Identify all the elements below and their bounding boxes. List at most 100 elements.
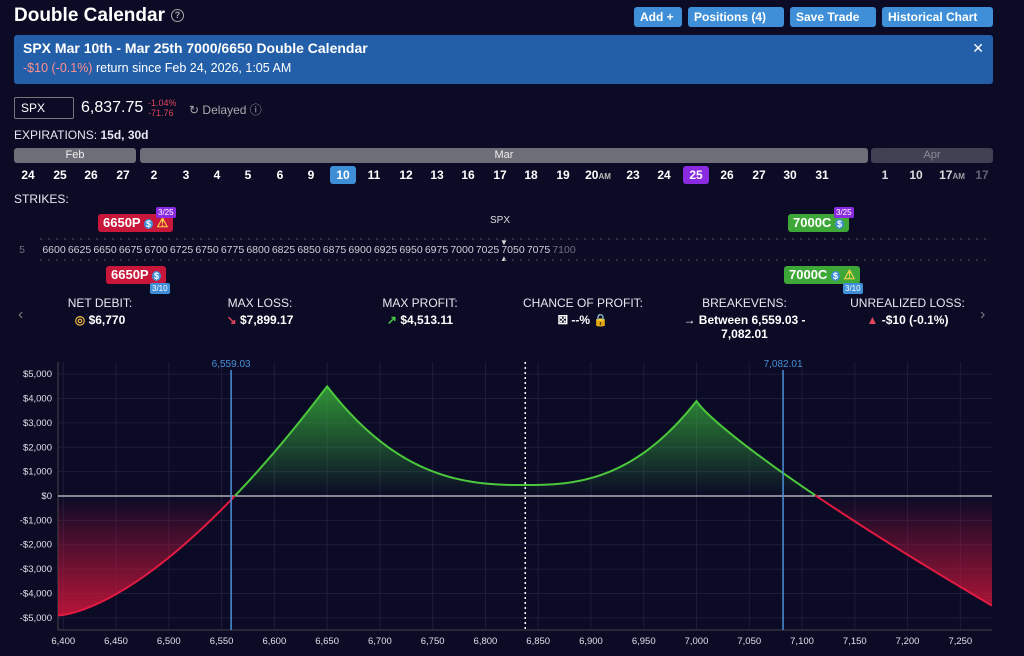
day-29[interactable]: 17	[975, 168, 989, 182]
y-tick-label: $4,000	[23, 394, 52, 405]
strike-ruler[interactable]: 5 6600 6625 6650 6675 6700 6725 6750 6775 6800 682…	[0, 232, 1000, 262]
net-debit-label: NET DEBIT:	[67, 296, 133, 310]
strike-tick-label: 6700	[144, 244, 168, 256]
symbol-input[interactable]	[14, 97, 74, 119]
day-24[interactable]: 30	[783, 168, 797, 182]
top-bar: Double Calendar? Add + Positions (4) Sav…	[0, 0, 1024, 34]
status-text: Delayed	[202, 103, 247, 117]
underlying-price: 6,837.75	[81, 99, 144, 116]
x-tick-label: 6,650	[315, 636, 339, 647]
leg-put-near[interactable]: 6650P $	[106, 266, 166, 284]
day-3[interactable]: 27	[116, 168, 130, 182]
day-8[interactable]: 6	[276, 168, 284, 182]
day-14[interactable]: 16	[461, 168, 475, 182]
lock-icon[interactable]: 🔒	[593, 313, 609, 327]
day-0[interactable]: 24	[21, 168, 35, 182]
x-tick-label: 7,150	[843, 636, 867, 647]
day-22[interactable]: 26	[720, 168, 734, 182]
strike-tick-label: 6875	[323, 244, 347, 256]
dice-icon: ⚄	[557, 313, 569, 327]
dollar-icon: $	[830, 271, 840, 281]
strike-tick-label: 6750	[195, 244, 219, 256]
day-15[interactable]: 17	[493, 168, 507, 182]
add-button[interactable]: Add +	[634, 7, 682, 27]
piggy-icon: ▲	[866, 313, 879, 327]
return-value: -$10 (-0.1%)	[23, 61, 93, 75]
expirations: EXPIRATIONS: 15d, 30d	[14, 128, 149, 142]
day-6[interactable]: 4	[213, 168, 221, 182]
day-27[interactable]: 10	[909, 168, 923, 182]
x-tick-label: 7,050	[737, 636, 761, 647]
help-icon[interactable]: ?	[170, 9, 184, 22]
x-tick-label: 6,950	[632, 636, 656, 647]
breakeven-label: 6,559.03	[212, 359, 251, 370]
strike-tick-label: 6775	[221, 244, 245, 256]
close-icon[interactable]: ✕	[972, 40, 984, 56]
refresh-icon[interactable]: ↻	[189, 103, 200, 117]
page-title-text: Double Calendar	[14, 5, 165, 26]
stat-max-loss: MAX LOSS: ↘ $7,899.17	[210, 296, 310, 327]
day-11[interactable]: 11	[367, 168, 381, 182]
day-17[interactable]: 19	[556, 168, 570, 182]
stats-next-arrow[interactable]: ›	[980, 306, 986, 323]
y-tick-label: $0	[41, 491, 52, 502]
strike-tick-label: 6850	[297, 244, 321, 256]
page-title: Double Calendar?	[14, 5, 184, 27]
y-tick-label: $2,000	[23, 442, 52, 453]
x-tick-label: 7,250	[948, 636, 972, 647]
day-12[interactable]: 12	[399, 168, 413, 182]
strike-tick-label: 7050	[501, 244, 525, 256]
day-9[interactable]: 9	[307, 168, 315, 182]
x-tick-label: 6,750	[421, 636, 445, 647]
month-feb: Feb	[14, 148, 136, 163]
day-18[interactable]: 20AM	[585, 168, 611, 182]
day-5[interactable]: 3	[182, 168, 190, 182]
strike-tick-label: 6925	[374, 244, 398, 256]
day-1[interactable]: 25	[53, 168, 67, 182]
day-7[interactable]: 5	[244, 168, 252, 182]
day-10[interactable]: 10	[330, 166, 356, 184]
loss-area	[58, 496, 992, 616]
day-13[interactable]: 13	[430, 168, 444, 182]
x-tick-label: 7,000	[685, 636, 709, 647]
day-21[interactable]: 25	[683, 166, 709, 184]
leg-call-far[interactable]: 7000C $	[788, 214, 849, 232]
positions-button[interactable]: Positions (4)	[688, 7, 784, 27]
strike-tick-label: 6825	[272, 244, 296, 256]
x-tick-label: 6,850	[526, 636, 550, 647]
max-profit-value: $4,513.11	[400, 313, 454, 327]
day-19[interactable]: 23	[626, 168, 640, 182]
dollar-icon: $	[151, 271, 161, 281]
save-trade-button[interactable]: Save Trade	[790, 7, 876, 27]
stats-prev-arrow[interactable]: ‹	[18, 306, 24, 323]
profit-area	[58, 386, 992, 496]
leg-put-near-date: 3/10	[150, 283, 170, 294]
historical-chart-button[interactable]: Historical Chart	[882, 7, 993, 27]
stat-chance: CHANCE OF PROFIT: ⚄ --% 🔒	[518, 296, 648, 327]
day-20[interactable]: 24	[657, 168, 671, 182]
day-25[interactable]: 31	[815, 168, 829, 182]
day-2[interactable]: 26	[84, 168, 98, 182]
dollar-icon: $	[834, 219, 844, 229]
day-26[interactable]: 1	[881, 168, 889, 182]
max-loss-value: $7,899.17	[240, 313, 294, 327]
pnl-chart[interactable]: $5,000 $4,000 $3,000 $2,000 $1,000 $0 -$1,000 -…	[0, 352, 1000, 656]
strike-tick-label: 6625	[68, 244, 92, 256]
max-profit-label: MAX PROFIT:	[382, 296, 458, 310]
leg-put-far[interactable]: 6650P $ ⚠	[98, 214, 174, 232]
day-16[interactable]: 18	[524, 168, 538, 182]
strike-tick-label: 5	[19, 244, 25, 256]
change-pct: -1.04%	[148, 98, 177, 108]
day-28[interactable]: 17AM	[939, 168, 965, 182]
info-icon: ⓘ	[249, 103, 262, 117]
y-tick-label: -$4,000	[20, 588, 52, 599]
leg-put-far-date: 3/25	[156, 207, 176, 218]
leg-call-near[interactable]: 7000C $ ⚠	[784, 266, 861, 284]
strike-tick-label: 6950	[399, 244, 423, 256]
y-tick-label: $5,000	[23, 369, 52, 380]
day-4[interactable]: 2	[150, 168, 158, 182]
breakeven-label: 7,082.01	[764, 359, 803, 370]
breakevens-line2: 7,082.01	[721, 327, 768, 341]
spx-marker: SPX	[490, 215, 511, 226]
day-23[interactable]: 27	[752, 168, 766, 182]
